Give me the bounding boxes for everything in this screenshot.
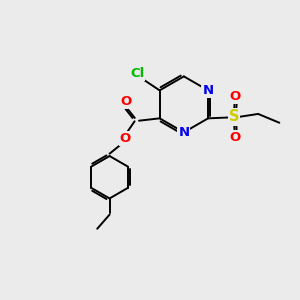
- Text: N: N: [202, 84, 214, 97]
- Text: O: O: [120, 95, 131, 108]
- Text: Cl: Cl: [130, 68, 144, 80]
- Text: O: O: [120, 132, 131, 145]
- Text: S: S: [229, 110, 239, 124]
- Text: O: O: [229, 131, 240, 144]
- Text: O: O: [229, 90, 240, 103]
- Text: N: N: [178, 126, 189, 139]
